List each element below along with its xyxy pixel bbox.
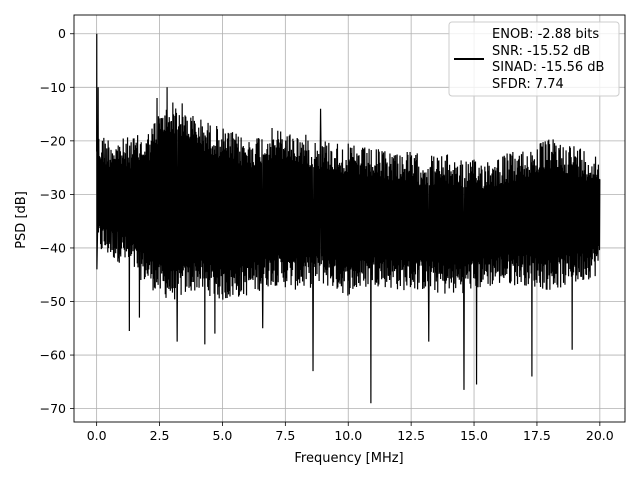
y-tick-label: −40 <box>40 240 66 255</box>
psd-line <box>96 33 601 404</box>
axes-frame <box>73 14 626 423</box>
legend-sfdr: SFDR: 7.74 <box>492 77 564 92</box>
y-tick-label: −30 <box>40 187 66 202</box>
legend-box <box>448 21 620 97</box>
x-tick-label: 12.5 <box>397 428 425 443</box>
x-tick-label: 2.5 <box>150 428 170 443</box>
y-tick-label: −20 <box>40 133 66 148</box>
x-tick-label: 5.0 <box>212 428 232 443</box>
x-tick-label: 17.5 <box>523 428 551 443</box>
y-tick-label: −60 <box>40 348 66 363</box>
y-tick-label: −70 <box>40 401 66 416</box>
axes-border <box>73 14 626 423</box>
legend-snr: SNR: -15.52 dB <box>492 44 590 59</box>
x-tick-label: 0.0 <box>87 428 107 443</box>
y-axis-ticks: 0 −10 −20 −30 −40 −50 −60 −70 <box>40 26 74 416</box>
y-tick-label: 0 <box>58 26 66 41</box>
legend: ENOB: -2.88 bits SNR: -15.52 dB SINAD: -… <box>448 21 620 97</box>
x-tick-label: 7.5 <box>275 428 295 443</box>
x-axis-label: Frequency [MHz] <box>294 451 403 466</box>
x-tick-label: 10.0 <box>334 428 362 443</box>
x-tick-label: 15.0 <box>460 428 488 443</box>
x-axis-ticks: 0.0 2.5 5.0 7.5 10.0 12.5 15.0 17.5 20.0 <box>87 422 614 443</box>
y-axis-label: PSD [dB] <box>14 191 29 249</box>
y-tick-label: −50 <box>40 294 66 309</box>
x-tick-label: 20.0 <box>586 428 614 443</box>
y-tick-label: −10 <box>40 80 66 95</box>
legend-sinad: SINAD: -15.56 dB <box>492 60 604 75</box>
psd-series <box>96 33 601 404</box>
legend-enob: ENOB: -2.88 bits <box>492 27 599 42</box>
